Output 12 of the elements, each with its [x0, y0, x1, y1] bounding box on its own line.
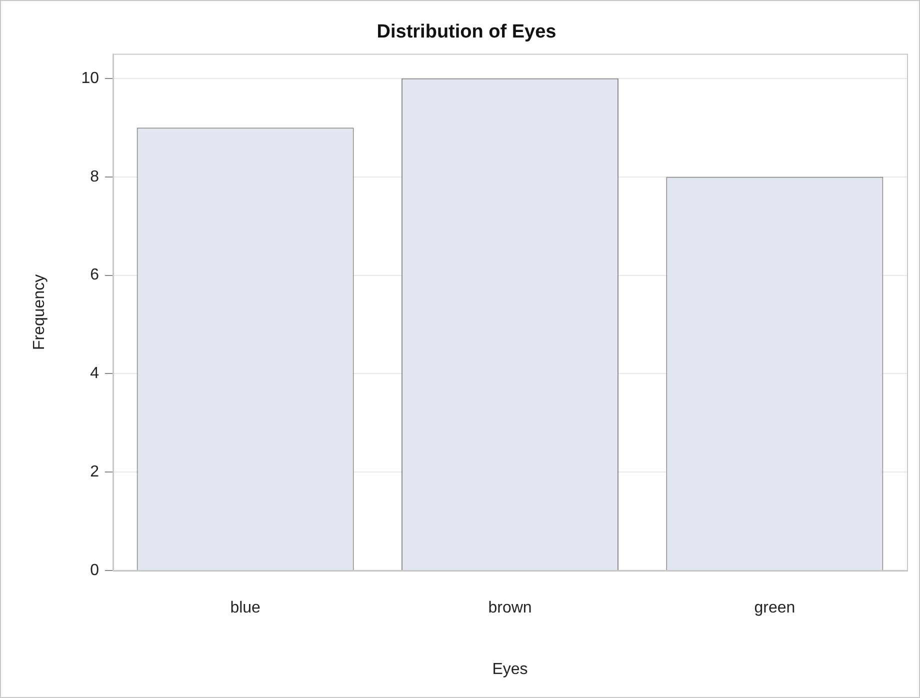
x-tick-label: brown — [488, 600, 532, 617]
y-tick-label: 10 — [81, 70, 100, 87]
y-tick-label: 6 — [90, 266, 100, 284]
y-tick-label: 4 — [90, 365, 100, 382]
y-tick-label: 0 — [90, 562, 100, 580]
chart-title: Distribution of Eyes — [376, 22, 556, 43]
x-tick-label: blue — [230, 600, 261, 617]
y-tick-label: 8 — [90, 168, 100, 186]
y-axis-title: Frequency — [31, 274, 48, 350]
y-tick-label: 2 — [90, 464, 100, 481]
x-axis-title: Eyes — [492, 660, 528, 678]
x-tick-label: green — [754, 600, 796, 617]
